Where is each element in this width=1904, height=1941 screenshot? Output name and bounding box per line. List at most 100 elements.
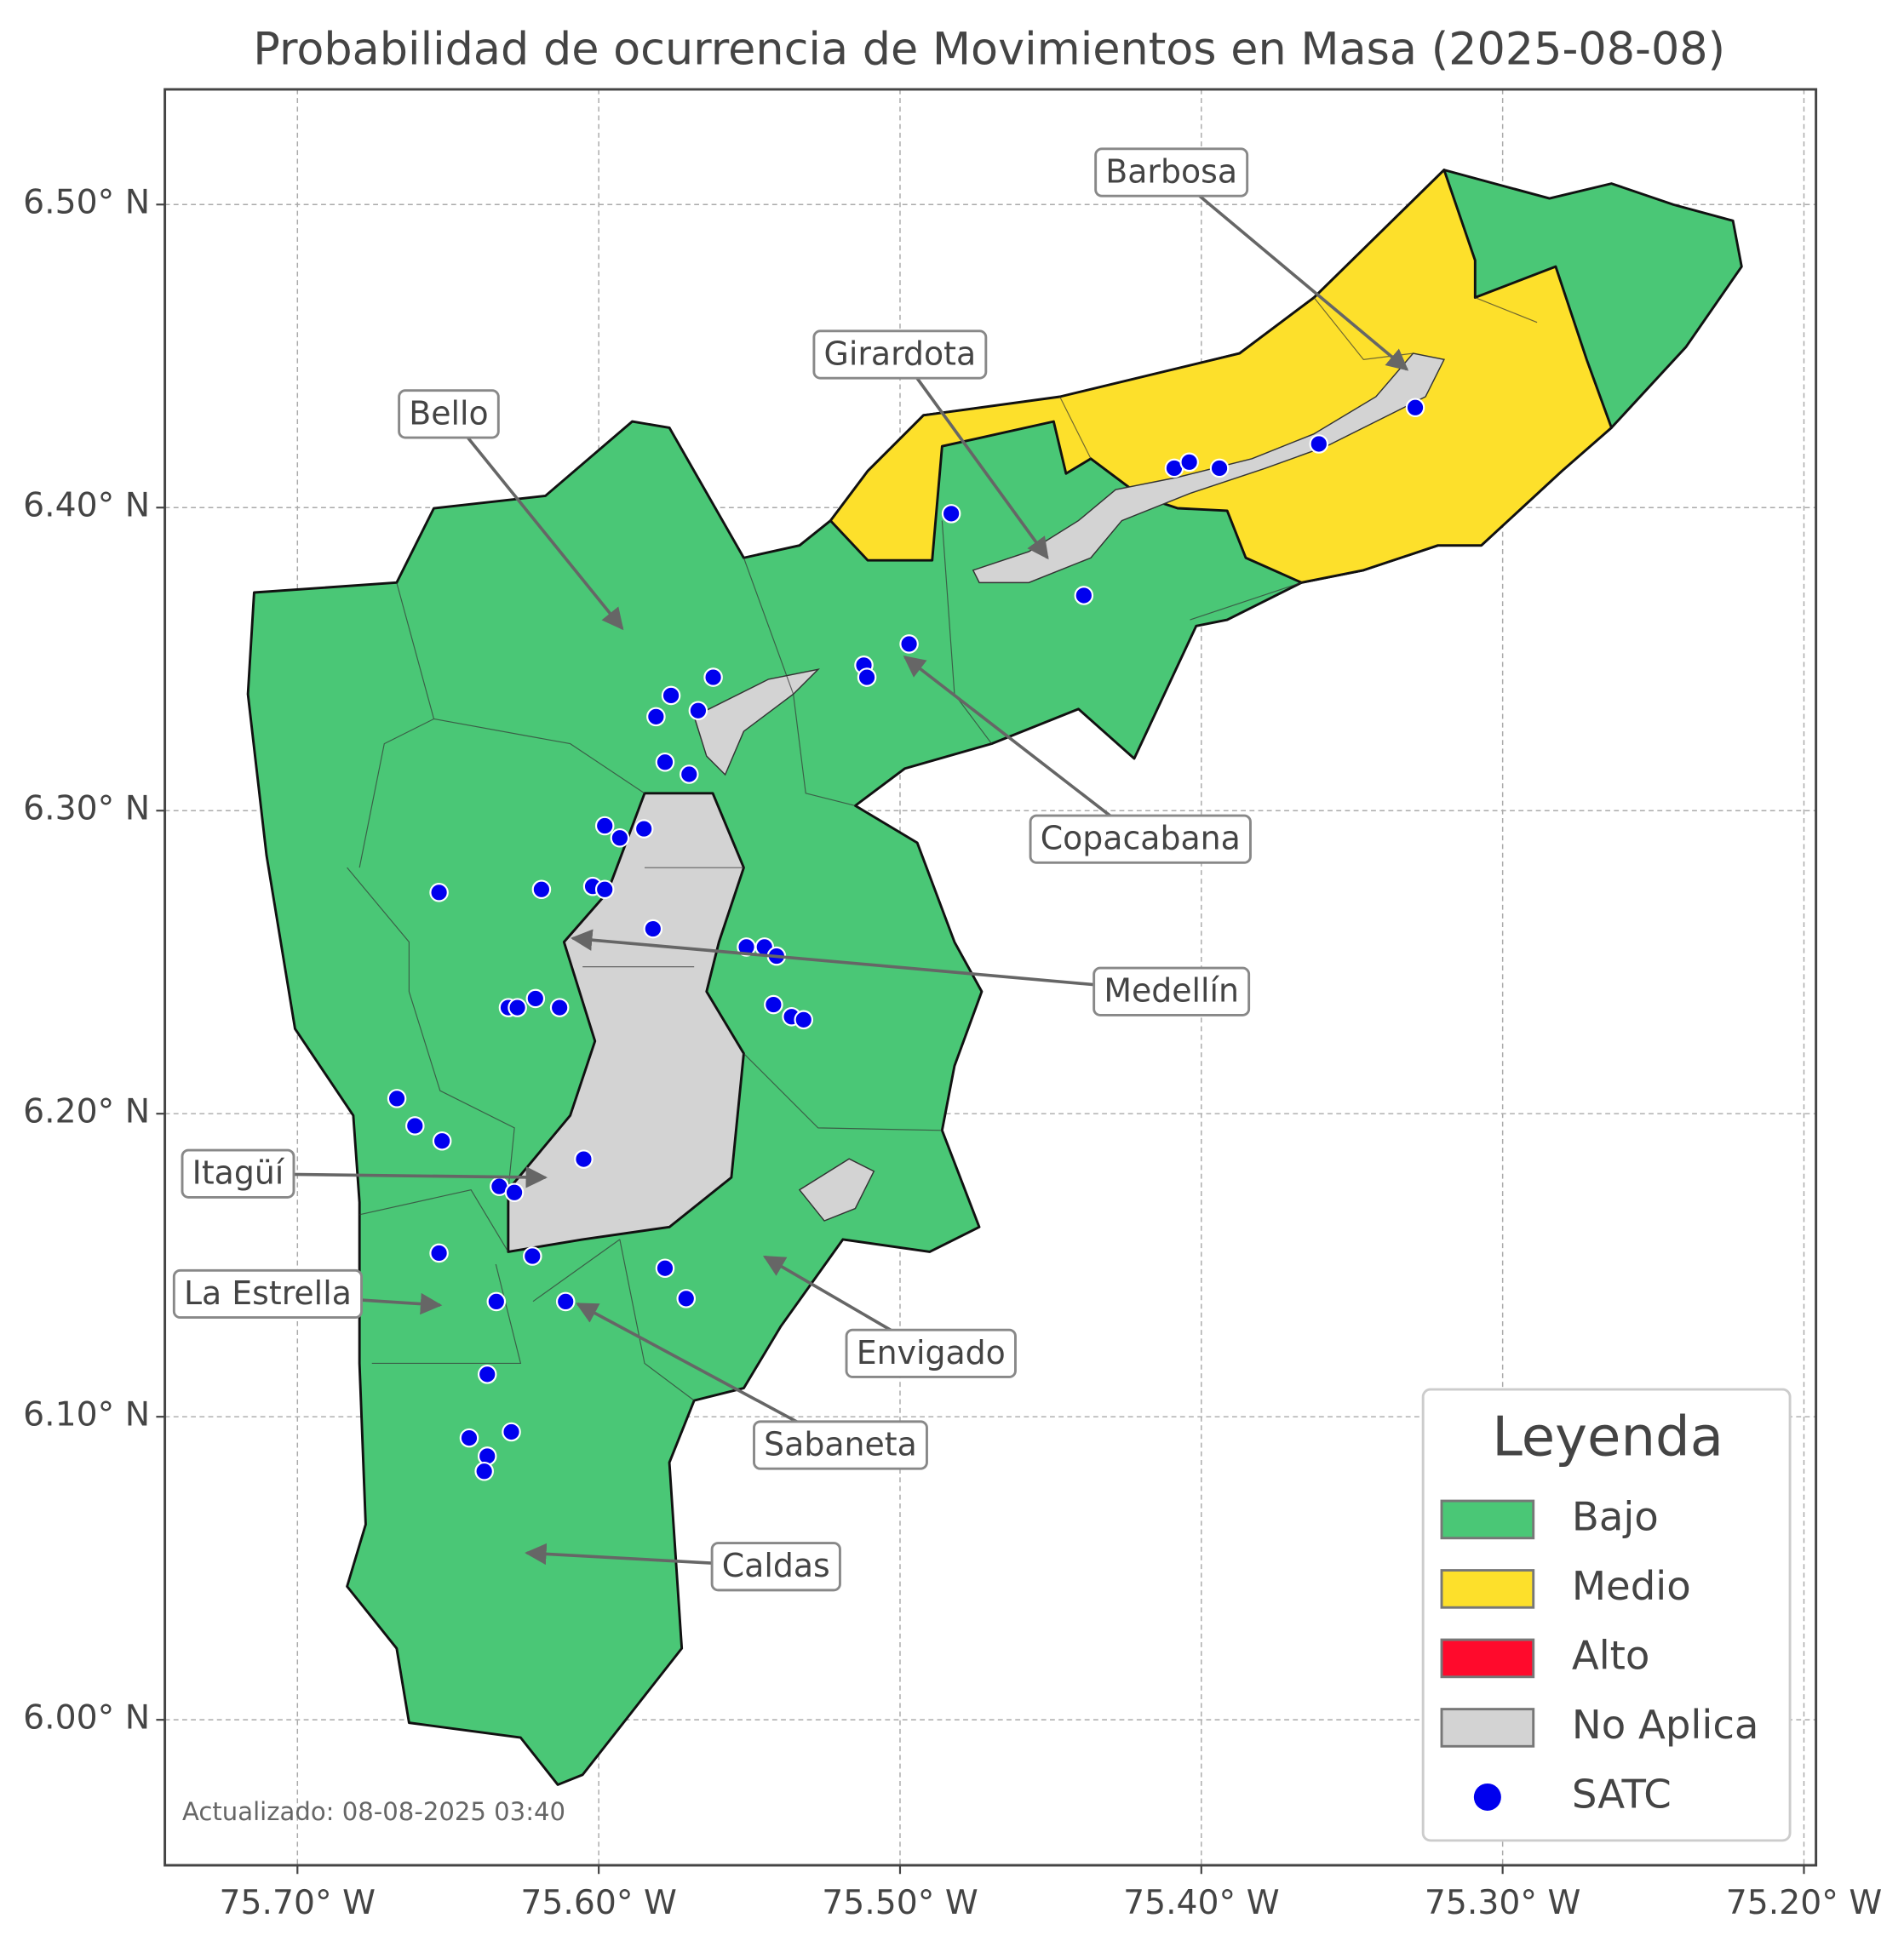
satc-point <box>899 634 919 654</box>
satc-point <box>387 1089 407 1108</box>
satc-point <box>646 707 666 727</box>
annotation-box <box>398 389 500 439</box>
satc-point <box>549 998 570 1017</box>
satc-point <box>486 1291 507 1312</box>
annotation-box <box>172 1268 364 1320</box>
annotation-arrow <box>898 353 1049 560</box>
annotation-label: Medellín <box>1104 972 1239 1010</box>
annotation-box <box>1093 966 1251 1016</box>
y-tick-label: 6.10° N <box>23 1396 150 1434</box>
footer-note: Actualizado: 08-08-2025 03:40 <box>182 1797 565 1826</box>
y-tick-label: 6.00° N <box>23 1699 150 1738</box>
annotation-arrow <box>1170 171 1409 371</box>
satc-point <box>634 819 654 839</box>
annotation-label: Barbosa <box>1105 152 1237 190</box>
satc-point <box>474 1461 494 1481</box>
annotation-box <box>181 1148 295 1199</box>
annotation-box <box>812 329 988 380</box>
y-tick-label: 6.20° N <box>23 1093 150 1131</box>
legend-label: Bajo <box>1572 1493 1659 1539</box>
annotation-box <box>1094 147 1249 198</box>
legend-swatch <box>1440 1638 1535 1679</box>
satc-point <box>574 1149 594 1169</box>
annotation-label: La Estrella <box>184 1274 352 1312</box>
legend-swatch <box>1440 1569 1535 1609</box>
legend-label: SATC <box>1572 1771 1672 1817</box>
satc-point <box>688 701 708 721</box>
annotation-label: Sabaneta <box>764 1426 917 1463</box>
satc-point <box>703 667 723 687</box>
x-tick-label: 75.60° W <box>520 1884 677 1922</box>
annotation-arrow <box>571 929 1172 993</box>
legend-label: No Aplica <box>1572 1702 1759 1748</box>
satc-point <box>1309 434 1329 454</box>
satc-point <box>676 1289 697 1308</box>
region-medio <box>829 169 1613 584</box>
satc-point <box>477 1365 497 1384</box>
satc-point <box>680 764 699 784</box>
regions <box>246 169 1743 1786</box>
satc-point <box>794 1010 814 1030</box>
satc-point <box>661 685 681 706</box>
y-tick-label: 6.50° N <box>23 184 150 222</box>
x-tick-label: 75.20° W <box>1726 1884 1883 1922</box>
satc-point <box>525 988 546 1009</box>
satc-point <box>502 1422 521 1442</box>
ticks: 75.70° W 75.60° W 75.50° W 75.40° W 75.30° W… <box>23 184 1882 1922</box>
satc-point <box>405 1116 425 1136</box>
satc-point <box>504 1182 525 1203</box>
annotation-box <box>1029 814 1252 864</box>
satc-point <box>459 1428 479 1448</box>
annotation-label: Girardota <box>824 335 977 372</box>
satc-point <box>655 1258 675 1279</box>
region-no-aplica <box>972 352 1446 584</box>
annotation-label: Copacabana <box>1041 820 1241 857</box>
annotation-label: Envigado <box>857 1334 1006 1371</box>
x-tick-label: 75.30° W <box>1425 1884 1581 1922</box>
region-no-aplica <box>507 792 745 1253</box>
legend-label: Alto <box>1572 1632 1650 1678</box>
axes-frame <box>163 88 1818 1867</box>
y-tick-label: 6.30° N <box>23 790 150 828</box>
annotation-box <box>845 1328 1017 1378</box>
satc-point <box>655 752 675 772</box>
map-title: Probabilidad de ocurrencia de Movimiento… <box>253 23 1725 75</box>
satc-points <box>387 398 1425 1481</box>
satc-point <box>594 816 615 836</box>
legend-swatch <box>1440 1499 1535 1540</box>
satc-point <box>941 504 961 524</box>
x-tick-label: 75.50° W <box>822 1884 978 1922</box>
x-tick-label: 75.70° W <box>220 1884 376 1922</box>
annotation-box <box>753 1420 928 1470</box>
satc-point <box>429 1243 449 1263</box>
satc-point <box>1179 452 1199 472</box>
annotation-arrow <box>447 413 624 631</box>
y-tick-label: 6.40° N <box>23 487 150 525</box>
satc-point <box>594 879 615 900</box>
annotations: Barbosa Girardota Bello Copacabana Medellín I… <box>172 147 1409 1592</box>
annotation-box <box>710 1542 841 1592</box>
region-no-aplica <box>693 668 820 776</box>
satc-point <box>610 827 630 848</box>
satc-point <box>523 1246 542 1266</box>
satc-point <box>643 919 663 939</box>
x-tick-label: 75.40° W <box>1123 1884 1280 1922</box>
satc-point <box>508 998 527 1017</box>
satc-point <box>857 667 877 687</box>
annotation-arrow <box>903 656 1142 841</box>
legend-swatch <box>1440 1708 1535 1748</box>
satc-point <box>1074 586 1094 605</box>
satc-point <box>432 1131 452 1151</box>
legend-label: Medio <box>1572 1563 1691 1609</box>
annotation-label: Caldas <box>722 1547 830 1584</box>
satc-point <box>1405 398 1425 418</box>
legend-marker <box>1473 1783 1501 1811</box>
satc-point <box>764 994 783 1015</box>
annotation-label: Bello <box>409 394 488 432</box>
region-no-aplica <box>798 1158 875 1222</box>
legend-title: Leyenda <box>1492 1406 1723 1469</box>
legend: Leyenda Bajo Medio Alto No Aplica SATC <box>1421 1388 1792 1842</box>
satc-point <box>531 879 552 900</box>
satc-point <box>429 883 449 902</box>
